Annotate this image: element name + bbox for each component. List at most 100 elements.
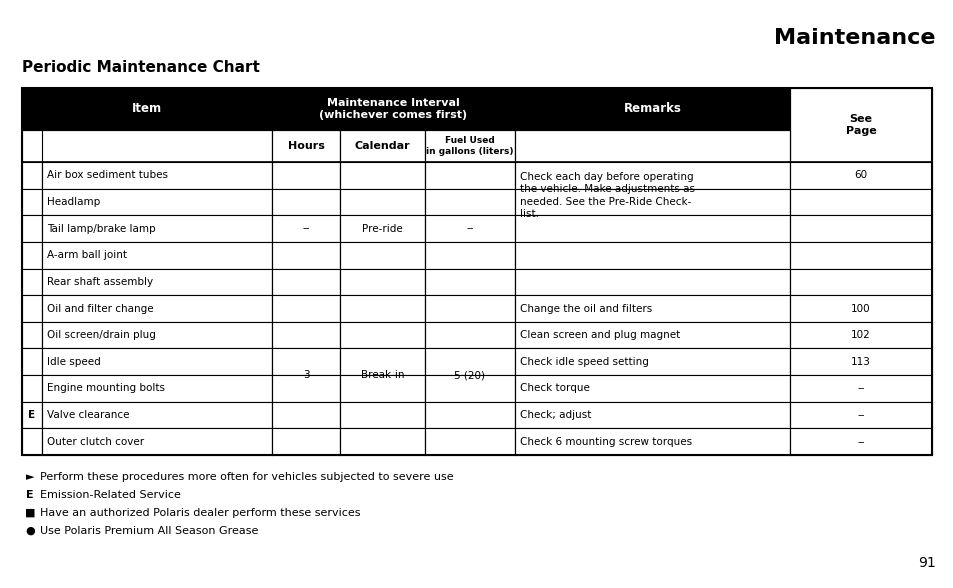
Text: Pre-ride: Pre-ride: [362, 223, 402, 233]
Bar: [22, 88, 931, 455]
Text: Calendar: Calendar: [355, 141, 410, 151]
Text: Oil screen/drain plug: Oil screen/drain plug: [47, 330, 155, 340]
Bar: [339, 189, 424, 215]
Bar: [42, 322, 272, 349]
Text: Engine mounting bolts: Engine mounting bolts: [47, 383, 165, 393]
Bar: [424, 322, 515, 349]
Text: 5 (20): 5 (20): [454, 370, 485, 380]
Text: Change the oil and filters: Change the oil and filters: [519, 303, 652, 313]
Bar: [515, 215, 789, 242]
Text: Check each day before operating
the vehicle. Make adjustments as
needed. See the: Check each day before operating the vehi…: [519, 172, 695, 219]
Text: Oil and filter change: Oil and filter change: [47, 303, 153, 313]
Bar: [339, 295, 424, 322]
Bar: [42, 349, 272, 375]
Bar: [42, 242, 272, 269]
Text: Valve clearance: Valve clearance: [47, 410, 130, 420]
Bar: [515, 295, 789, 322]
Bar: [42, 269, 272, 295]
Bar: [22, 215, 42, 242]
Text: Emission-Related Service: Emission-Related Service: [40, 490, 181, 500]
Text: Rear shaft assembly: Rear shaft assembly: [47, 277, 153, 287]
Bar: [789, 269, 931, 295]
Bar: [22, 295, 42, 322]
Bar: [272, 130, 339, 162]
Text: Check idle speed setting: Check idle speed setting: [519, 357, 648, 367]
Bar: [515, 242, 789, 269]
Text: Outer clutch cover: Outer clutch cover: [47, 437, 144, 447]
Text: Perform these procedures more often for vehicles subjected to severe use: Perform these procedures more often for …: [40, 472, 453, 482]
Text: 60: 60: [854, 171, 866, 181]
Text: 113: 113: [850, 357, 870, 367]
Text: ■: ■: [25, 508, 35, 518]
Bar: [272, 322, 339, 349]
Bar: [339, 215, 424, 242]
Text: Fuel Used
in gallons (liters): Fuel Used in gallons (liters): [426, 136, 514, 156]
Bar: [22, 88, 272, 130]
Text: Maintenance: Maintenance: [774, 28, 935, 48]
Bar: [789, 88, 931, 162]
Bar: [515, 349, 789, 375]
Text: --: --: [466, 223, 474, 233]
Bar: [424, 269, 515, 295]
Bar: [424, 375, 515, 402]
Bar: [789, 242, 931, 269]
Text: Check torque: Check torque: [519, 383, 589, 393]
Text: Tail lamp/brake lamp: Tail lamp/brake lamp: [47, 223, 155, 233]
Text: Clean screen and plug magnet: Clean screen and plug magnet: [519, 330, 679, 340]
Text: ►: ►: [26, 472, 34, 482]
Bar: [339, 269, 424, 295]
Bar: [272, 242, 339, 269]
Bar: [515, 429, 789, 455]
Text: Air box sediment tubes: Air box sediment tubes: [47, 171, 168, 181]
Bar: [22, 402, 42, 429]
Bar: [789, 429, 931, 455]
Bar: [424, 295, 515, 322]
Bar: [339, 402, 424, 429]
Text: --: --: [302, 223, 310, 233]
Bar: [789, 402, 931, 429]
Bar: [22, 242, 42, 269]
Text: Break-in: Break-in: [360, 370, 404, 380]
Bar: [42, 215, 272, 242]
Bar: [515, 269, 789, 295]
Bar: [339, 162, 424, 189]
Bar: [272, 162, 339, 189]
Bar: [272, 375, 339, 402]
Bar: [272, 269, 339, 295]
Bar: [789, 349, 931, 375]
Text: A-arm ball joint: A-arm ball joint: [47, 250, 127, 260]
Text: See
Page: See Page: [844, 114, 876, 136]
Bar: [22, 375, 42, 402]
Bar: [272, 295, 339, 322]
Bar: [42, 402, 272, 429]
Text: Headlamp: Headlamp: [47, 197, 100, 207]
Bar: [339, 242, 424, 269]
Bar: [339, 130, 424, 162]
Text: E: E: [29, 410, 35, 420]
Bar: [789, 375, 931, 402]
Text: 3: 3: [302, 370, 309, 380]
Bar: [424, 189, 515, 215]
Bar: [272, 189, 339, 215]
Bar: [515, 322, 789, 349]
Bar: [515, 402, 789, 429]
Bar: [42, 162, 272, 189]
Bar: [424, 162, 515, 189]
Bar: [339, 349, 424, 375]
Bar: [789, 322, 931, 349]
Text: E: E: [26, 490, 33, 500]
Text: 100: 100: [850, 303, 870, 313]
Bar: [22, 130, 272, 162]
Bar: [22, 162, 42, 189]
Bar: [42, 189, 272, 215]
Text: Have an authorized Polaris dealer perform these services: Have an authorized Polaris dealer perfor…: [40, 508, 360, 518]
Bar: [515, 162, 789, 189]
Bar: [22, 429, 42, 455]
Text: 102: 102: [850, 330, 870, 340]
Text: Use Polaris Premium All Season Grease: Use Polaris Premium All Season Grease: [40, 526, 258, 536]
Text: --: --: [857, 437, 863, 447]
Text: --: --: [857, 410, 863, 420]
Bar: [272, 349, 339, 375]
Bar: [789, 162, 931, 189]
Bar: [424, 215, 515, 242]
